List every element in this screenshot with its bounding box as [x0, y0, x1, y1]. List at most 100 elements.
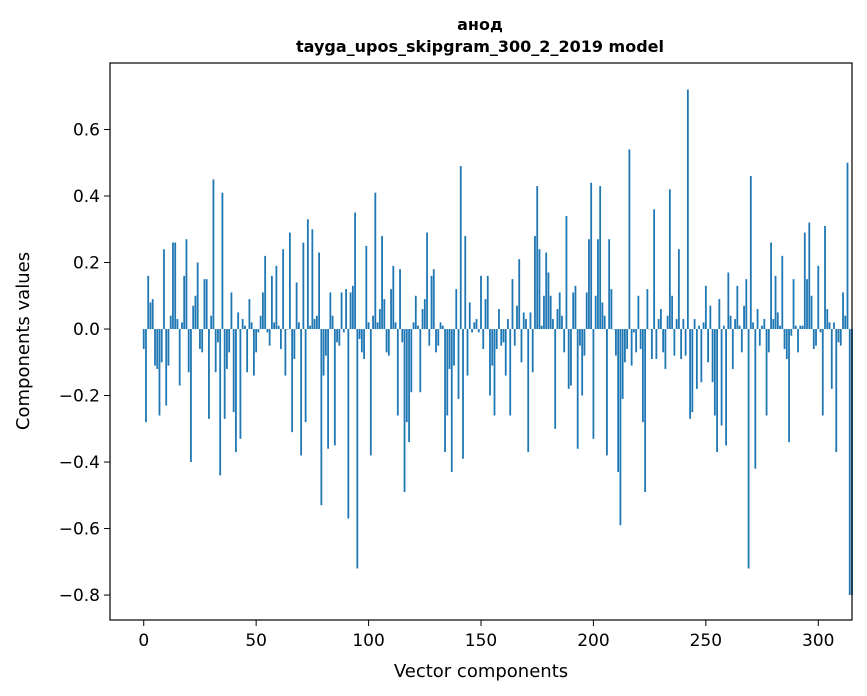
bar — [761, 325, 763, 330]
bar — [446, 329, 449, 416]
bar — [570, 329, 572, 386]
bar — [327, 329, 329, 449]
bar — [846, 162, 849, 330]
bar — [311, 229, 314, 330]
bar — [747, 329, 750, 569]
x-tick-label: 150 — [465, 631, 497, 651]
bar — [196, 262, 199, 330]
bar — [794, 325, 797, 330]
bar — [401, 329, 404, 343]
bar — [163, 249, 165, 330]
bar — [333, 329, 336, 446]
bar — [619, 329, 622, 526]
x-axis-ticks: 0 50 100 150 200 250 300 — [138, 620, 834, 651]
y-tick-label: −0.6 — [59, 520, 100, 540]
bar — [722, 325, 725, 330]
bar — [504, 329, 507, 376]
bar — [392, 265, 395, 330]
x-tick-label: 250 — [690, 631, 722, 651]
bar — [293, 329, 296, 359]
bar — [606, 329, 608, 456]
bar — [511, 279, 514, 330]
bar — [522, 312, 525, 330]
bar — [484, 299, 487, 330]
bar — [372, 315, 374, 330]
bar — [767, 329, 770, 353]
bar — [610, 289, 613, 330]
bar — [531, 329, 534, 373]
bar — [608, 239, 611, 330]
bar — [493, 329, 496, 416]
bar — [736, 285, 739, 330]
bar — [356, 329, 359, 569]
bar — [563, 329, 566, 353]
bar — [819, 329, 822, 333]
bar — [322, 329, 325, 376]
bar — [738, 325, 741, 330]
bar — [235, 329, 237, 453]
bar — [745, 279, 748, 330]
bar — [331, 315, 334, 330]
x-tick-label: 0 — [138, 631, 149, 651]
bar — [756, 309, 759, 330]
bar — [588, 239, 590, 330]
bar — [248, 299, 251, 330]
bar — [691, 329, 694, 413]
bar — [255, 329, 258, 353]
bar — [210, 315, 213, 330]
bar — [282, 249, 285, 330]
bar — [772, 319, 775, 330]
bar — [284, 329, 287, 376]
bar — [417, 325, 419, 330]
bar — [646, 289, 649, 330]
bar — [641, 329, 644, 423]
y-tick-label: −0.4 — [59, 453, 100, 473]
bar — [502, 329, 505, 343]
y-tick-label: 0.2 — [73, 254, 100, 274]
bar — [534, 235, 536, 330]
bar — [603, 315, 606, 330]
bar — [592, 329, 595, 439]
bar — [480, 275, 482, 330]
x-tick-label: 100 — [352, 631, 384, 651]
bar — [174, 242, 177, 330]
bar — [516, 305, 518, 330]
bar — [599, 186, 602, 330]
bar — [693, 319, 696, 330]
bar — [801, 325, 804, 330]
bar — [410, 329, 413, 393]
bar — [383, 299, 386, 330]
bar — [774, 275, 777, 330]
bar — [304, 329, 307, 423]
bar — [275, 265, 278, 330]
bar — [498, 309, 500, 330]
bar — [689, 329, 692, 419]
bar — [232, 329, 235, 413]
y-axis-ticks: 0.6 0.4 0.2 0.0 −0.2 −0.4 −0.6 −0.8 — [59, 121, 110, 606]
bar — [450, 329, 453, 473]
bar — [273, 322, 276, 330]
bar — [848, 329, 851, 596]
bar — [270, 275, 273, 330]
bar — [826, 309, 829, 330]
bar — [686, 89, 689, 330]
bar — [489, 329, 491, 396]
bar — [313, 319, 316, 330]
bar — [306, 219, 309, 330]
bar — [214, 329, 217, 373]
bar — [765, 329, 768, 416]
bar — [441, 325, 444, 330]
bar — [277, 325, 280, 330]
bar — [815, 329, 817, 346]
bar — [257, 329, 260, 333]
bar — [250, 322, 253, 330]
bar — [653, 209, 656, 330]
bar — [295, 282, 298, 330]
bar — [405, 329, 408, 423]
bar — [302, 242, 305, 330]
bar — [702, 322, 705, 330]
bar — [491, 329, 494, 366]
bar — [520, 329, 523, 363]
bar — [151, 299, 154, 330]
bar — [279, 329, 282, 349]
